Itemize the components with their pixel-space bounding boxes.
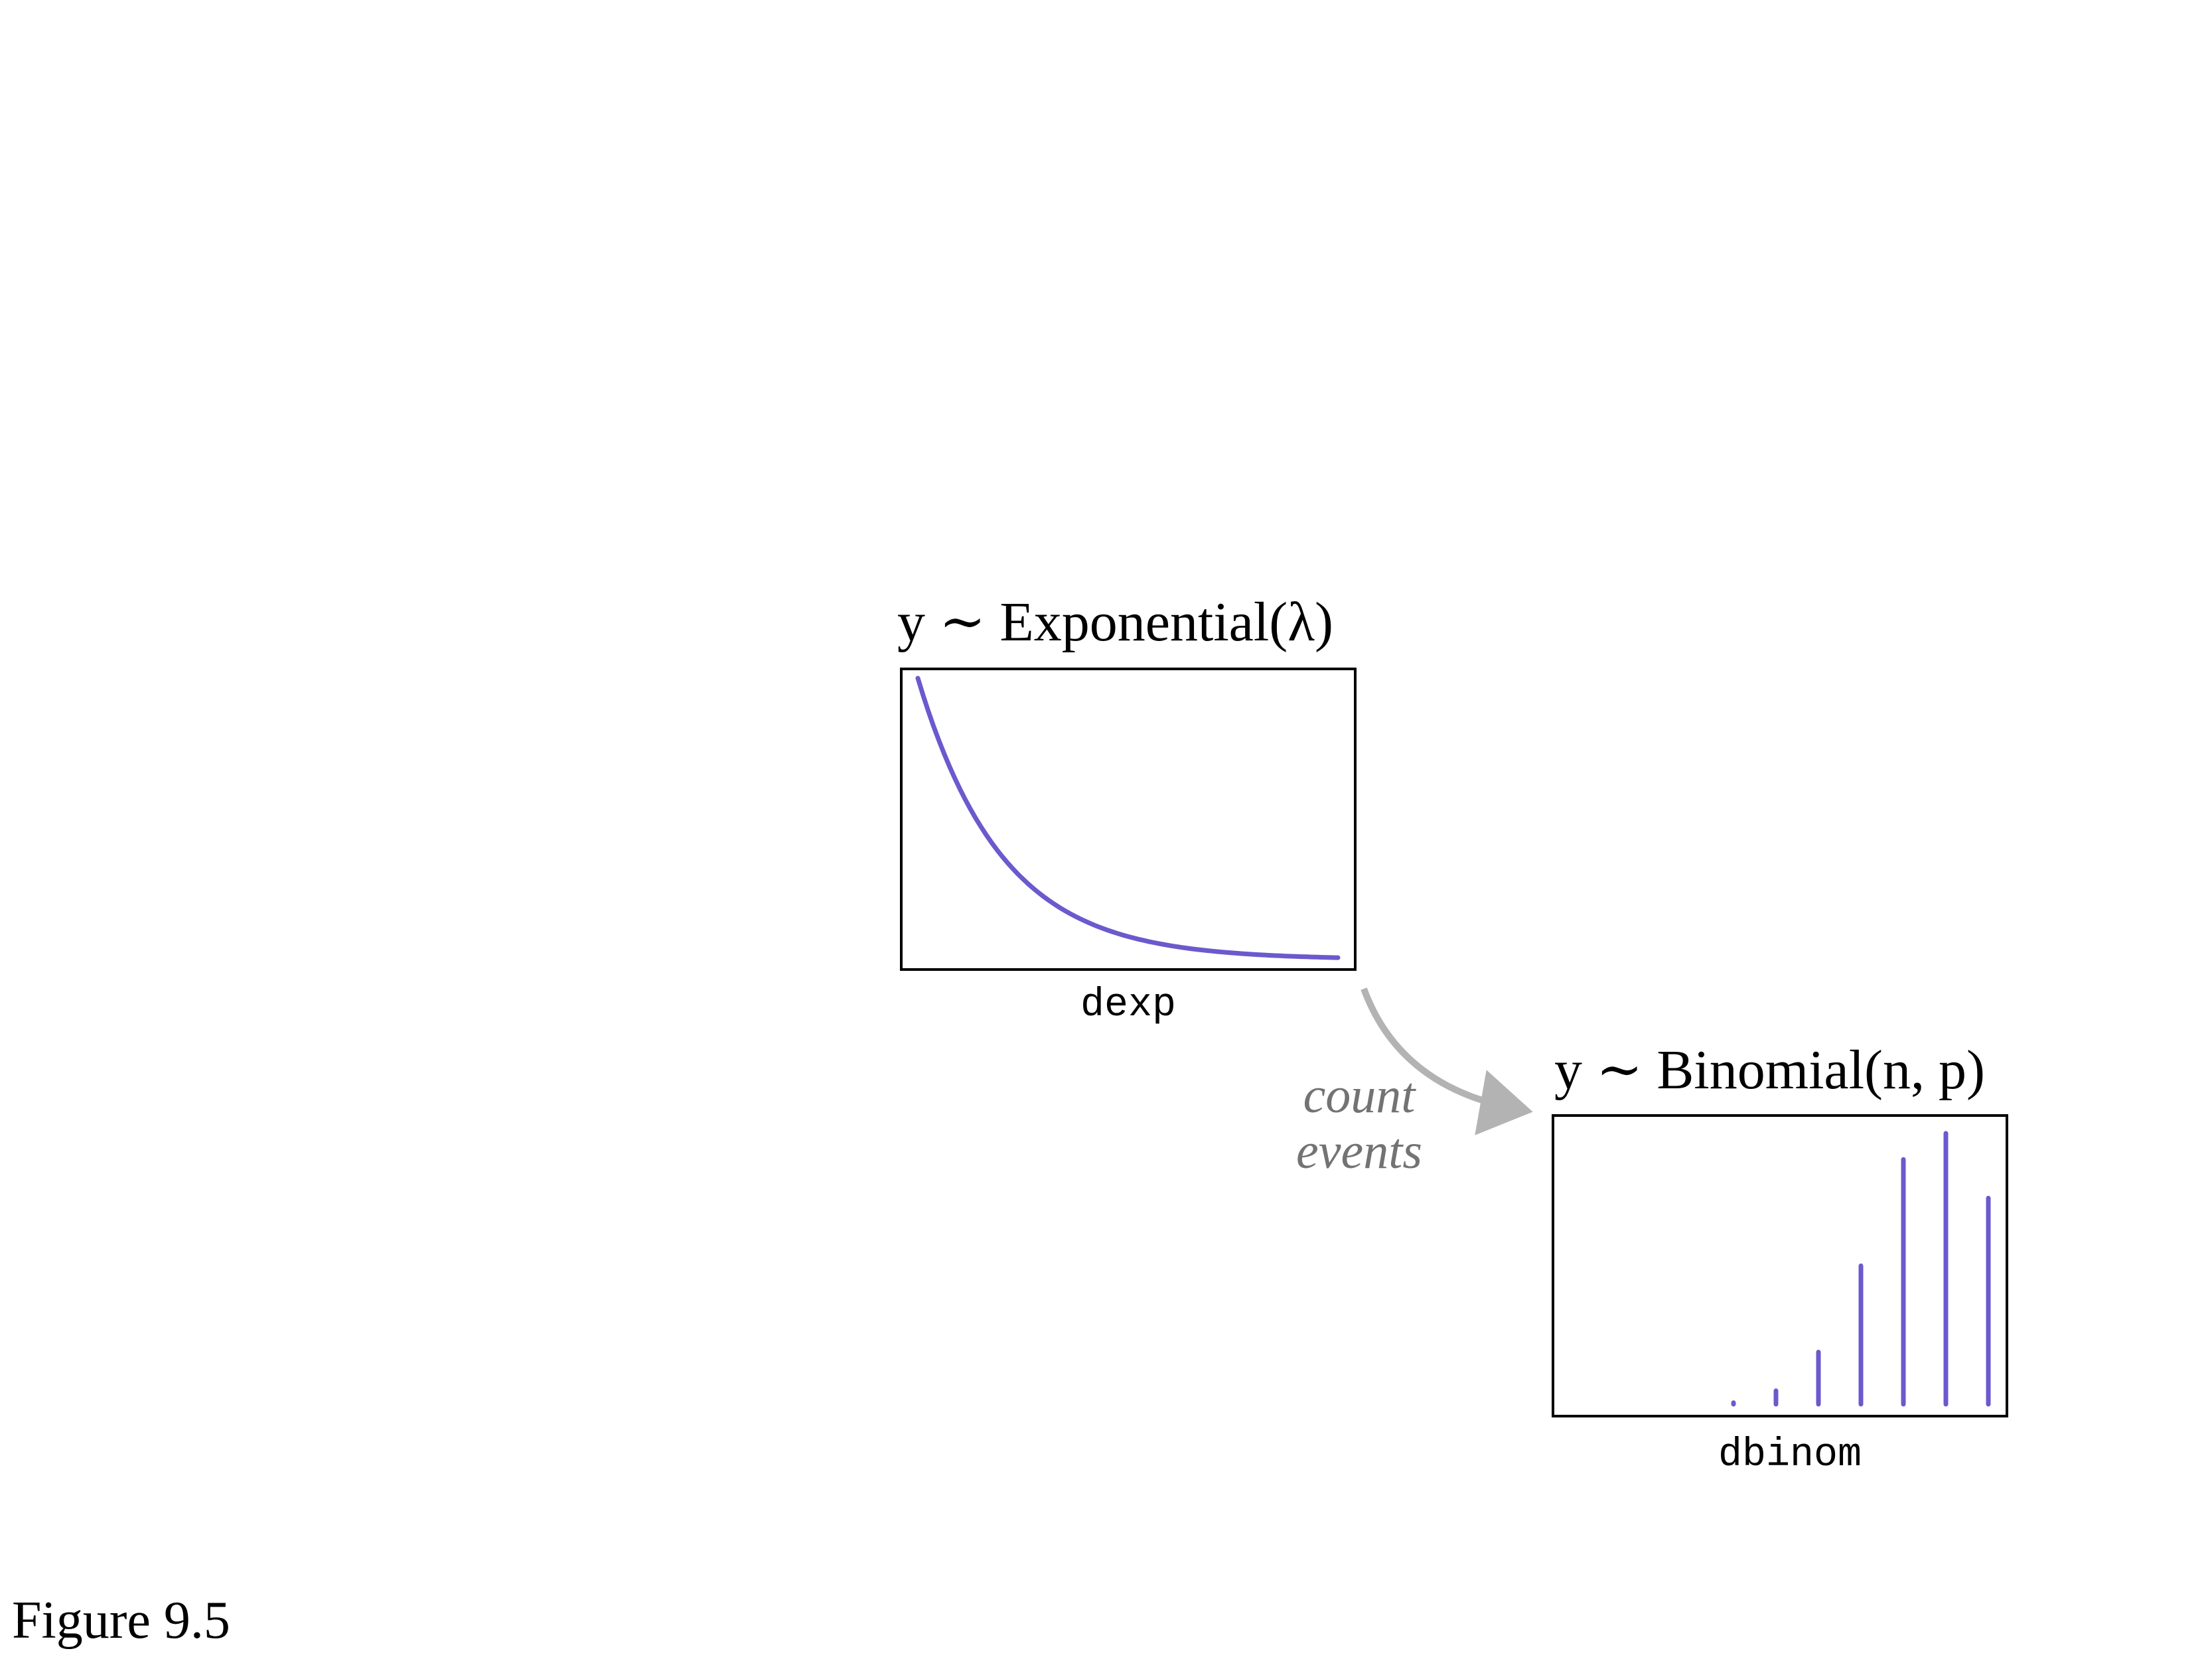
binomial-bars-layer [1731,1131,1991,1407]
exponential-density-curve [915,676,1341,960]
arrow-label-line2: events [1296,1123,1422,1179]
transform-arrow-group: count events [1296,987,1533,1179]
transform-arrow [1361,987,1533,1135]
exponential-plot-frame [900,668,1357,971]
exponential-panel: y ∼ Exponential(λ) dexp [897,591,1357,1028]
binomial-title: y ∼ Binomial(n, p) [1554,1039,1985,1101]
arrow-label-line1: count [1303,1068,1417,1123]
binomial-plot-frame [1552,1114,2008,1417]
exponential-curve-layer [915,676,1341,960]
binomial-function-label: dbinom [1718,1433,1862,1478]
binomial-panel: y ∼ Binomial(n, p) dbinom [1552,1039,2008,1478]
exponential-function-label: dexp [1080,983,1176,1028]
exponential-title: y ∼ Exponential(λ) [897,591,1333,653]
figure-caption: Figure 9.5 [12,1591,230,1650]
